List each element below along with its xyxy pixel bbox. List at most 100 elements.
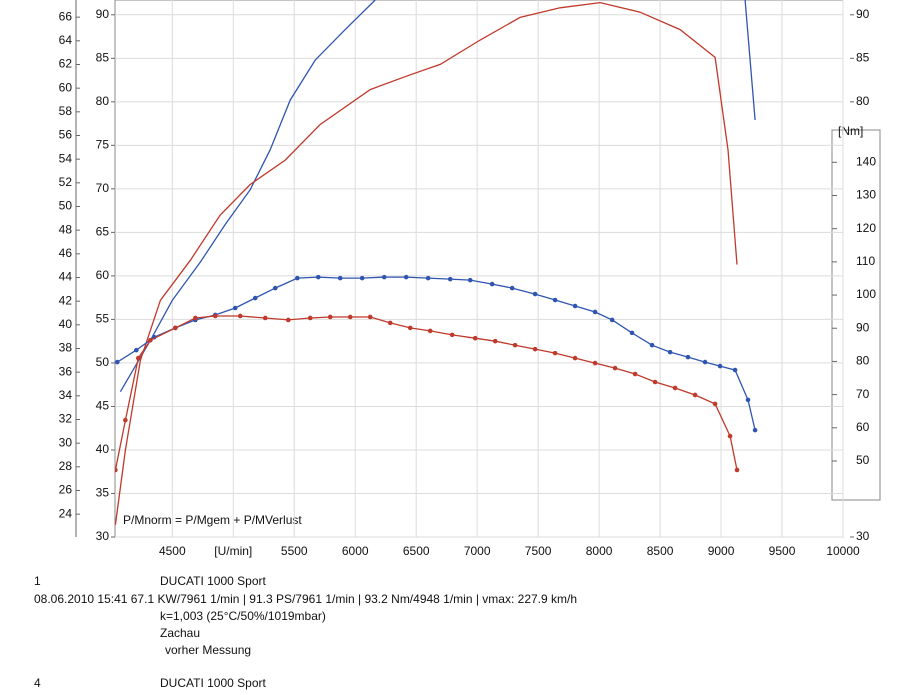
series-marker (734, 467, 740, 473)
series-marker (667, 349, 673, 355)
series-marker (403, 274, 409, 280)
series-marker (672, 385, 678, 391)
series-marker (509, 285, 515, 291)
series-marker (262, 315, 268, 321)
series-marker (532, 291, 538, 297)
y2-tick-label: 140 (856, 154, 876, 168)
series-marker (148, 337, 153, 343)
y3-tick-label: 44 (59, 270, 73, 284)
run-name: DUCATI 1000 Sport (160, 676, 266, 690)
series-marker (572, 355, 578, 361)
y3-tick-label: 58 (59, 104, 73, 118)
y-tick-label: 40 (96, 442, 110, 456)
x-tick-label: 5500 (281, 544, 308, 558)
series-line (116, 276, 756, 431)
series-marker (732, 367, 738, 373)
series-marker (449, 332, 455, 338)
y2-tick-label: 70 (856, 387, 870, 401)
series-marker (367, 314, 373, 320)
series-marker (115, 467, 118, 473)
y-tick-label: 90 (96, 7, 110, 21)
series-marker (727, 433, 733, 439)
y2-tick-label: 80 (856, 354, 870, 368)
x-tick-label: 8500 (647, 544, 674, 558)
series-marker (685, 354, 691, 360)
x-tick-label: 4500 (159, 544, 186, 558)
run-legend: 1 DUCATI 1000 Sport 08.06.2010 15:41 67.… (34, 574, 577, 690)
series-line (119, 0, 756, 393)
plot-series (115, 0, 758, 525)
y-tick-label: 35 (96, 486, 110, 500)
series-marker (232, 305, 238, 311)
y3-tick-label: 28 (59, 459, 73, 473)
y3-tick-label: 42 (59, 293, 73, 307)
series-marker (237, 313, 243, 319)
series-marker (552, 297, 558, 303)
series-marker (447, 276, 453, 282)
y2-tick-label: 110 (856, 254, 875, 268)
series-marker (359, 275, 365, 281)
series-marker (307, 315, 313, 321)
series-marker (135, 355, 141, 361)
x-tick-label: [U/min] (214, 544, 252, 558)
series-marker (552, 350, 558, 356)
y3-tick-label: 50 (59, 199, 73, 213)
series-marker (572, 303, 578, 309)
y-tick-label: 30 (96, 529, 110, 543)
y-right-tick-label: 85 (856, 50, 870, 64)
series-marker (407, 325, 413, 331)
y3-tick-label: 26 (59, 483, 73, 497)
nm-axis-box (831, 129, 881, 501)
y2-tick-label: 130 (856, 188, 876, 202)
y3-tick-label: 54 (59, 151, 73, 165)
series-marker (532, 346, 538, 352)
y-tick-label: 80 (96, 94, 110, 108)
y3-tick-label: 48 (59, 222, 73, 236)
run-details: 08.06.2010 15:41 67.1 KW/7961 1/min | 91… (34, 592, 577, 606)
x-tick-label: 6500 (403, 544, 430, 558)
series-marker (193, 315, 198, 321)
series-marker (173, 325, 178, 331)
series-marker (472, 335, 478, 341)
series-marker (745, 397, 751, 403)
series-marker (134, 347, 139, 353)
series-marker (649, 342, 655, 348)
y-tick-label: 45 (96, 399, 110, 413)
series-marker (285, 317, 291, 323)
series-marker (347, 314, 353, 320)
series-marker (427, 328, 433, 334)
series-marker (381, 274, 387, 280)
y2-axis-label: [Nm] (838, 124, 863, 138)
x-tick-label: 9000 (708, 544, 735, 558)
series-marker (512, 342, 518, 348)
y3-tick-label: 30 (59, 435, 73, 449)
y3-tick-label: 34 (59, 388, 73, 402)
y3-tick-label: 40 (59, 317, 73, 331)
series-marker (467, 277, 473, 283)
series-marker (592, 360, 598, 366)
run-conditions: k=1,003 (25°C/50%/1019mbar) (160, 609, 326, 623)
series-marker (337, 275, 343, 281)
x-tick-label: 8000 (586, 544, 613, 558)
series-marker (712, 401, 718, 407)
x-tick-label: 7000 (464, 544, 491, 558)
x-tick-label: 9500 (769, 544, 796, 558)
run-number: 1 (34, 574, 41, 588)
annotation: P/Mnorm = P/Mgem + P/MVerlust (123, 513, 302, 527)
series-marker (315, 274, 321, 280)
series-marker (212, 313, 218, 319)
y3-tick-label: 36 (59, 364, 73, 378)
series-marker (717, 363, 723, 369)
series-marker (632, 371, 638, 377)
series-marker (252, 295, 258, 301)
y3-tick-label: 32 (59, 412, 73, 426)
y3-tick-label: 56 (59, 128, 73, 142)
series-marker (692, 392, 698, 398)
y2-tick-label: 60 (856, 420, 870, 434)
y3-tick-label: 60 (59, 80, 73, 94)
y2-tick-label: 120 (856, 221, 876, 235)
y-tick-label: 75 (96, 138, 110, 152)
y3-tick-label: 66 (59, 9, 73, 23)
y-tick-label: 50 (96, 355, 110, 369)
series-marker (629, 330, 635, 336)
